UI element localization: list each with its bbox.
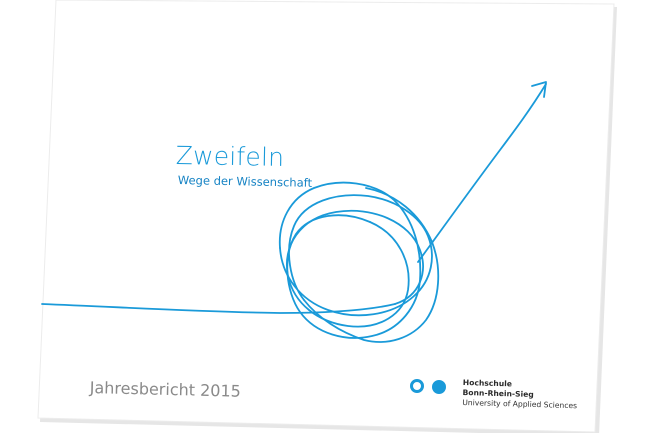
filled-dot-icon [432, 380, 446, 394]
rising-stroke [417, 83, 547, 263]
loop-4 [303, 187, 440, 343]
loop-3 [279, 194, 433, 317]
institution-logo-text: Hochschule Bonn-Rhein-Sieg University of… [462, 378, 578, 411]
report-label: Jahresbericht 2015 [89, 378, 242, 401]
loop-2 [278, 181, 422, 339]
cover-title: Zweifeln [175, 141, 285, 172]
scribble-line-graphic [41, 81, 547, 343]
arrowhead-icon [531, 81, 547, 98]
cover-subtitle: Wege der Wissenschaft [177, 173, 313, 190]
baseline-stroke [41, 303, 396, 314]
ring-dot-icon [410, 379, 424, 393]
